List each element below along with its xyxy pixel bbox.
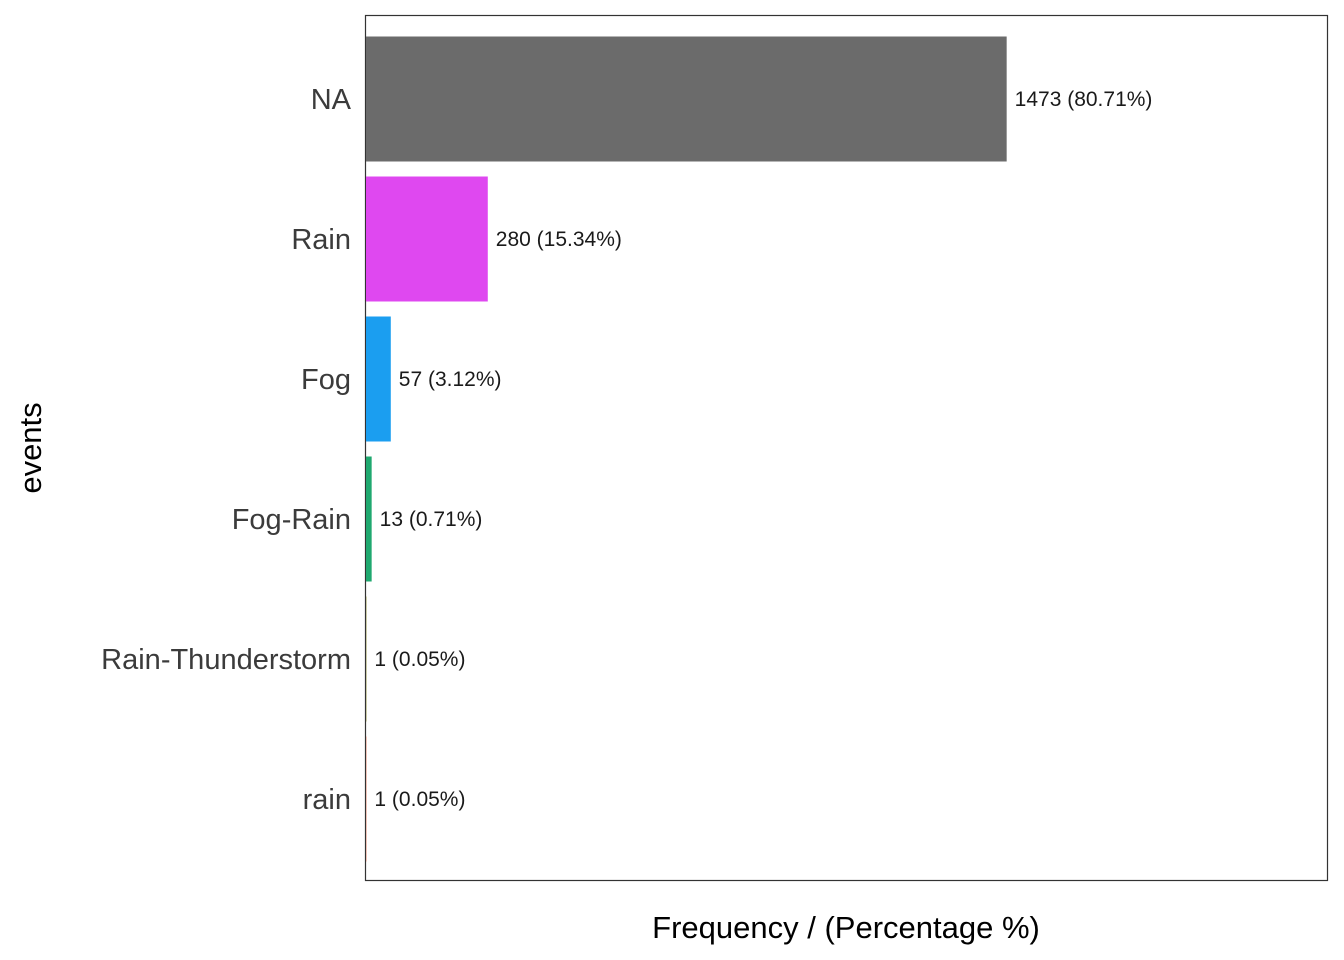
value-label-rain: 280 (15.34%) <box>496 228 622 251</box>
category-label-fog-rain: Fog-Rain <box>232 504 351 536</box>
x-axis-title: Frequency / (Percentage %) <box>652 910 1040 945</box>
bar-fog <box>366 316 391 442</box>
bars-layer <box>366 36 1007 862</box>
value-label-rain: 1 (0.05%) <box>374 788 465 811</box>
value-label-na: 1473 (80.71%) <box>1015 88 1153 111</box>
bar-na <box>366 36 1007 162</box>
category-label-fog: Fog <box>301 364 351 396</box>
value-label-fog: 57 (3.12%) <box>399 368 502 391</box>
category-label-rain-thunderstorm: Rain-Thunderstorm <box>101 644 351 676</box>
y-axis-title: events <box>13 402 48 493</box>
category-labels-layer: NA Rain Fog Fog-Rain Rain-Thunderstorm rain <box>101 84 351 816</box>
category-label-rain: rain <box>303 784 351 816</box>
bar-fog-rain <box>366 456 372 582</box>
bar-rain <box>366 176 488 302</box>
value-label-rain-thunderstorm: 1 (0.05%) <box>374 648 465 671</box>
category-label-rain: Rain <box>291 224 351 256</box>
value-labels-layer: 1473 (80.71%) 280 (15.34%) 57 (3.12%) 13 (0… <box>374 88 1152 811</box>
category-label-na: NA <box>311 84 352 116</box>
value-label-fog-rain: 13 (0.71%) <box>380 508 483 531</box>
